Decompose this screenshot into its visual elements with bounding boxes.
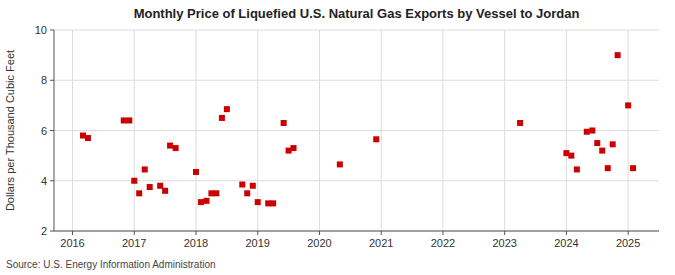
point	[281, 120, 287, 126]
point	[203, 198, 209, 204]
point	[615, 52, 621, 58]
point	[610, 141, 616, 147]
x-tick-label: 2019	[245, 237, 269, 249]
point	[198, 199, 204, 205]
y-axis-label: Dollars per Thousand Cubic Feet	[4, 50, 16, 211]
title: Monthly Price of Liquefied U.S. Natural …	[134, 6, 580, 21]
point	[142, 166, 148, 172]
grid-line-x	[72, 30, 73, 231]
source: Source: U.S. Energy Information Administ…	[6, 259, 216, 270]
point	[584, 129, 590, 135]
x-tick	[319, 231, 320, 235]
grid-line-x	[628, 30, 629, 231]
x-tick	[134, 231, 135, 235]
axes: 2 4 6 8 10 2016 2017 2018 2019 2020 2021 2022 2023 20…	[35, 24, 659, 249]
point	[625, 102, 631, 108]
point	[136, 190, 142, 196]
grid-line-x	[566, 30, 567, 231]
point	[630, 165, 636, 171]
point	[373, 136, 379, 142]
x-tick-label: 2023	[492, 237, 516, 249]
point	[121, 117, 127, 123]
point	[244, 190, 250, 196]
grid-line-y	[54, 30, 659, 31]
x-tick-label: 2022	[431, 237, 455, 249]
point	[337, 161, 343, 167]
y-tick	[50, 180, 54, 181]
point	[219, 115, 225, 121]
point	[131, 178, 137, 184]
y-tick-label: 8	[41, 74, 47, 86]
grid-line-y	[54, 231, 659, 232]
point	[162, 188, 168, 194]
point	[574, 166, 580, 172]
x-tick	[195, 231, 196, 235]
x-tick-label: 2018	[184, 237, 208, 249]
points	[80, 52, 636, 206]
grid-line-y	[54, 80, 659, 81]
x-tick	[628, 231, 629, 235]
point	[147, 184, 153, 190]
grid-line-x	[319, 30, 320, 231]
point	[589, 128, 595, 134]
y-tick-label: 2	[41, 225, 47, 237]
point	[594, 140, 600, 146]
y-tick	[50, 231, 54, 232]
point	[224, 106, 230, 112]
grid-line-x	[195, 30, 196, 231]
x-tick-label: 2021	[369, 237, 393, 249]
point	[167, 143, 173, 149]
y-tick	[50, 80, 54, 81]
grid-line-y	[54, 180, 659, 181]
point	[193, 169, 199, 175]
grid	[54, 30, 659, 231]
x-tick	[442, 231, 443, 235]
y-tick	[50, 30, 54, 31]
point	[255, 199, 261, 205]
point	[173, 145, 179, 151]
point	[568, 153, 574, 159]
grid-line-y	[54, 130, 659, 131]
grid-line-x	[134, 30, 135, 231]
chart: 2 4 6 8 10 2016 2017 2018 2019 2020 2021 2022 2023 20…	[0, 0, 675, 275]
point	[239, 182, 245, 188]
point	[517, 120, 523, 126]
x-tick	[72, 231, 73, 235]
x-tick-label: 2016	[60, 237, 84, 249]
point	[85, 135, 91, 141]
grid-line-x	[442, 30, 443, 231]
point	[599, 148, 605, 154]
y-tick	[50, 130, 54, 131]
page: {"chart_data": { "type": "scatter", "tit…	[0, 0, 675, 275]
y-tick-label: 10	[35, 24, 47, 36]
point	[126, 117, 132, 123]
point	[605, 165, 611, 171]
x-tick-label: 2025	[616, 237, 640, 249]
point	[250, 183, 256, 189]
x-tick	[566, 231, 567, 235]
y-tick-label: 4	[41, 175, 47, 187]
x-tick-label: 2020	[307, 237, 331, 249]
background	[0, 0, 675, 275]
grid-line-x	[381, 30, 382, 231]
point	[213, 190, 219, 196]
x-tick-label: 2017	[122, 237, 146, 249]
y-tick-label: 6	[41, 125, 47, 137]
point	[291, 145, 297, 151]
x-axis-line	[54, 231, 659, 232]
x-tick	[504, 231, 505, 235]
x-tick	[257, 231, 258, 235]
grid-line-x	[504, 30, 505, 231]
x-tick-label: 2024	[554, 237, 578, 249]
x-tick	[381, 231, 382, 235]
point	[270, 200, 276, 206]
